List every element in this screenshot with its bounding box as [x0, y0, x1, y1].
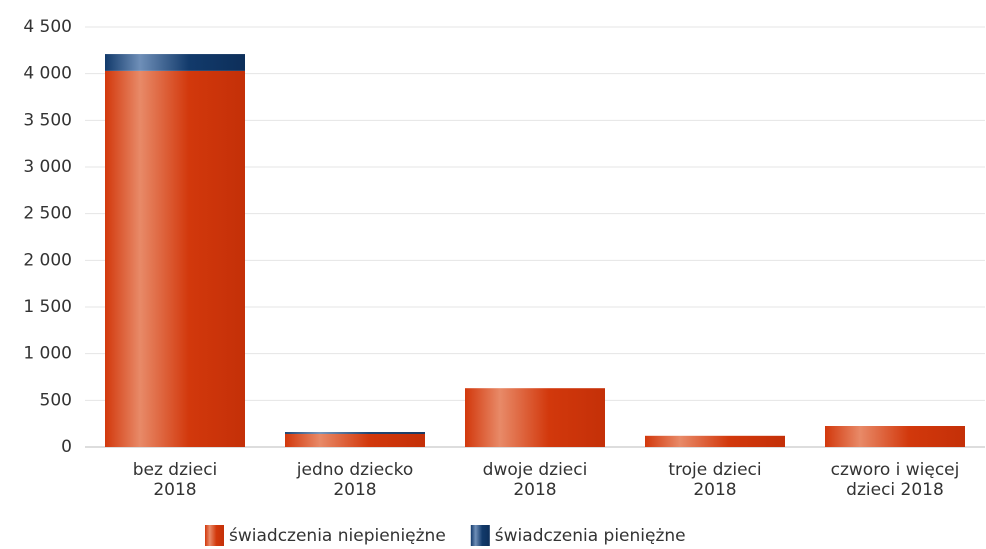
x-tick-label: jedno dziecko [296, 460, 413, 480]
y-tick-label: 1 000 [23, 344, 72, 364]
bar-segment [105, 70, 245, 447]
bar-segment [825, 426, 965, 447]
y-tick-label: 2 500 [23, 204, 72, 224]
x-tick-label: troje dzieci [668, 460, 761, 480]
y-tick-label: 0 [61, 437, 72, 457]
x-tick-label: 2018 [693, 480, 736, 500]
bar-segment [465, 388, 605, 447]
y-tick-label: 2 000 [23, 250, 72, 270]
x-tick-label: dzieci 2018 [846, 480, 944, 500]
x-tick-label: bez dzieci [133, 460, 218, 480]
legend-swatch [205, 525, 224, 546]
x-tick-label: 2018 [513, 480, 556, 500]
y-tick-label: 3 000 [23, 157, 72, 177]
x-tick-label: 2018 [153, 480, 196, 500]
bar-segment [105, 54, 245, 71]
y-tick-label: 500 [40, 390, 72, 410]
x-tick-label: czworo i więcej [831, 460, 960, 480]
y-tick-label: 4 000 [23, 64, 72, 84]
legend-label: świadczenia niepieniężne [229, 526, 446, 546]
x-tick-label: 2018 [333, 480, 376, 500]
bar-segment [285, 433, 425, 447]
bar-segment [645, 435, 785, 447]
y-tick-label: 1 500 [23, 297, 72, 317]
x-tick-label: dwoje dzieci [483, 460, 588, 480]
bar-segment [285, 432, 425, 434]
y-tick-label: 3 500 [23, 110, 72, 130]
legend-label: świadczenia pieniężne [495, 526, 686, 546]
y-tick-label: 4 500 [23, 17, 72, 37]
legend-swatch [470, 525, 490, 546]
